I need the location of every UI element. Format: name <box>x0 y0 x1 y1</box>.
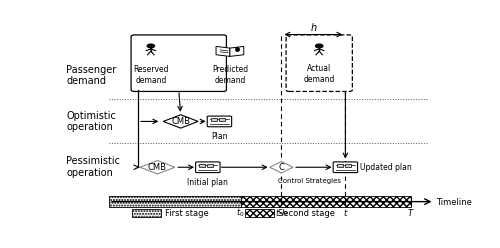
Bar <box>241 196 411 207</box>
Bar <box>218 118 224 121</box>
Text: Timeline: Timeline <box>436 198 472 207</box>
Text: Pessimistic
operation: Pessimistic operation <box>66 156 120 178</box>
Bar <box>337 164 343 167</box>
Polygon shape <box>230 46 244 56</box>
Text: Initial plan: Initial plan <box>188 178 228 187</box>
Text: Second stage: Second stage <box>278 209 334 217</box>
Text: CMB: CMB <box>148 163 167 172</box>
Bar <box>132 209 162 217</box>
Bar <box>244 209 274 217</box>
FancyBboxPatch shape <box>196 162 220 173</box>
Text: Plan: Plan <box>211 132 228 141</box>
Text: Control Strategies: Control Strategies <box>278 178 341 184</box>
Text: Updated plan: Updated plan <box>360 163 412 172</box>
Text: $t$: $t$ <box>342 207 348 218</box>
Circle shape <box>147 44 154 48</box>
FancyBboxPatch shape <box>207 116 232 127</box>
Bar <box>200 164 205 167</box>
FancyBboxPatch shape <box>333 162 357 173</box>
Text: Actual
demand: Actual demand <box>304 64 335 84</box>
Text: $t_0$: $t_0$ <box>236 207 245 219</box>
Text: First stage: First stage <box>165 209 209 217</box>
Text: C: C <box>278 163 284 172</box>
Polygon shape <box>163 115 198 128</box>
Text: Predicted
demand: Predicted demand <box>212 65 248 85</box>
Text: CMB: CMB <box>171 117 190 126</box>
Polygon shape <box>140 160 175 174</box>
FancyBboxPatch shape <box>131 35 226 92</box>
Text: Optimistic
operation: Optimistic operation <box>66 111 116 132</box>
Text: Reserved
demand: Reserved demand <box>133 65 168 85</box>
Text: $h$: $h$ <box>310 21 317 33</box>
Bar <box>109 196 241 207</box>
Text: $t$-$h$: $t$-$h$ <box>275 207 288 218</box>
Polygon shape <box>270 161 293 173</box>
FancyBboxPatch shape <box>286 35 352 92</box>
Polygon shape <box>216 46 230 56</box>
Text: $T$: $T$ <box>408 207 415 218</box>
Bar <box>207 164 213 167</box>
Circle shape <box>316 44 323 48</box>
Bar <box>211 118 217 121</box>
Bar <box>344 164 350 167</box>
Text: Passenger
demand: Passenger demand <box>66 65 116 86</box>
